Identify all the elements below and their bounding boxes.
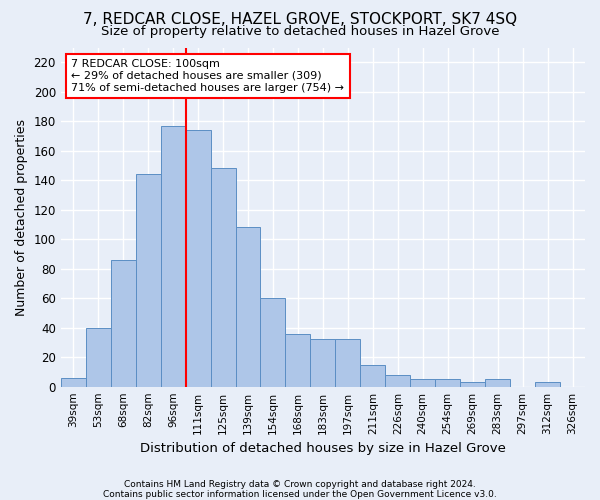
- Bar: [161, 126, 185, 386]
- Bar: [111, 260, 136, 386]
- Bar: [385, 375, 410, 386]
- Bar: [260, 298, 286, 386]
- Bar: [361, 364, 385, 386]
- Y-axis label: Number of detached properties: Number of detached properties: [15, 118, 28, 316]
- Text: Contains public sector information licensed under the Open Government Licence v3: Contains public sector information licen…: [103, 490, 497, 499]
- Bar: [485, 380, 510, 386]
- Bar: [86, 328, 111, 386]
- Text: 7 REDCAR CLOSE: 100sqm
← 29% of detached houses are smaller (309)
71% of semi-de: 7 REDCAR CLOSE: 100sqm ← 29% of detached…: [71, 60, 344, 92]
- Text: Size of property relative to detached houses in Hazel Grove: Size of property relative to detached ho…: [101, 25, 499, 38]
- Bar: [211, 168, 236, 386]
- Bar: [460, 382, 485, 386]
- X-axis label: Distribution of detached houses by size in Hazel Grove: Distribution of detached houses by size …: [140, 442, 506, 455]
- Bar: [236, 228, 260, 386]
- Bar: [185, 130, 211, 386]
- Bar: [61, 378, 86, 386]
- Bar: [435, 380, 460, 386]
- Text: Contains HM Land Registry data © Crown copyright and database right 2024.: Contains HM Land Registry data © Crown c…: [124, 480, 476, 489]
- Bar: [410, 380, 435, 386]
- Bar: [136, 174, 161, 386]
- Bar: [286, 334, 310, 386]
- Text: 7, REDCAR CLOSE, HAZEL GROVE, STOCKPORT, SK7 4SQ: 7, REDCAR CLOSE, HAZEL GROVE, STOCKPORT,…: [83, 12, 517, 28]
- Bar: [310, 340, 335, 386]
- Bar: [335, 340, 361, 386]
- Bar: [535, 382, 560, 386]
